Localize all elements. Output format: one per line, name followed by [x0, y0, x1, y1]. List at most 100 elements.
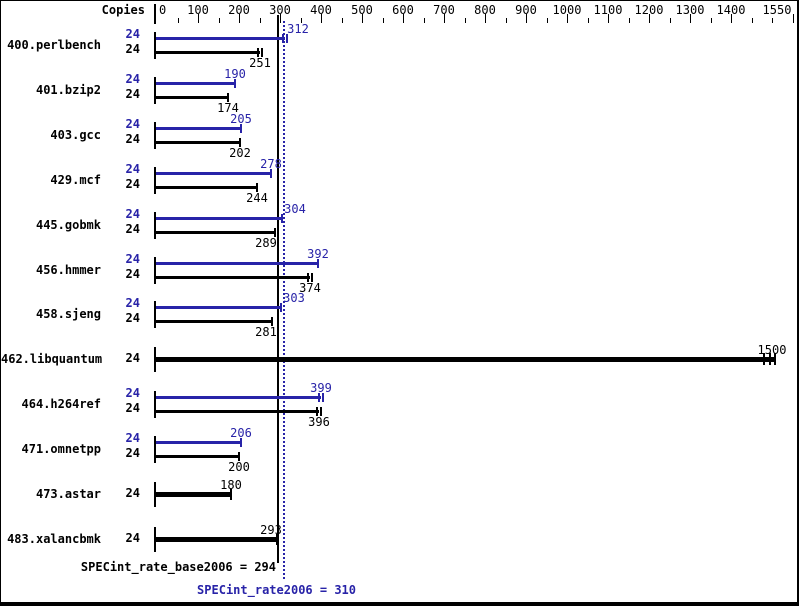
base-value-label: 174 — [217, 101, 239, 115]
base-value-label: 244 — [246, 191, 268, 205]
bar-end-tick — [227, 93, 229, 102]
bar-end-tick — [234, 79, 236, 88]
copies-value: 24 — [125, 87, 140, 101]
bar-end-tick — [320, 407, 322, 416]
base-value-label: 281 — [255, 325, 277, 339]
peak-bar — [156, 306, 281, 309]
row-bracket — [154, 257, 156, 284]
benchmark-label: 429.mcf — [50, 173, 101, 187]
axis-tick-major — [731, 14, 732, 23]
copies-value: 24 — [125, 311, 140, 325]
copies-value: 24 — [125, 446, 140, 460]
summary-peak: SPECint_rate2006 = 310 — [197, 583, 356, 597]
row-bracket — [154, 436, 156, 463]
base-bar — [156, 231, 275, 234]
axis-tick-major — [321, 14, 322, 23]
axis-tick-minor — [752, 18, 753, 23]
axis-tick-minor — [670, 18, 671, 23]
axis-tick-label: 1300 — [675, 3, 705, 17]
benchmark-label: 445.gobmk — [35, 218, 101, 232]
single-bar — [156, 492, 231, 497]
copies-value: 24 — [125, 222, 140, 236]
copies-value: 24 — [125, 531, 140, 545]
benchmark-label: 456.hmmer — [35, 263, 101, 277]
single-bar — [156, 357, 776, 362]
bar-end-tick — [270, 169, 272, 178]
copies-value: 24 — [125, 351, 140, 365]
axis-tick-label: 600 — [392, 3, 414, 17]
copies-value: 24 — [125, 27, 140, 41]
peak-value-label: 304 — [284, 202, 306, 216]
axis-tick-minor — [506, 18, 507, 23]
axis-tick-major — [793, 14, 794, 23]
copies-value: 24 — [125, 42, 140, 56]
row-bracket — [154, 122, 156, 149]
base-value-label: 202 — [229, 146, 251, 160]
bar-end-tick — [240, 438, 242, 447]
base-bar — [156, 410, 319, 413]
axis-tick-major — [444, 14, 445, 23]
benchmark-label: 464.h264ref — [21, 397, 101, 411]
bar-end-tick — [280, 303, 282, 312]
axis-tick-label: 1200 — [634, 3, 664, 17]
axis-tick-minor — [772, 18, 773, 23]
axis-tick-major — [239, 14, 240, 23]
reference-line-base — [277, 15, 279, 563]
single-value-label: 1500 — [757, 343, 787, 357]
axis-tick-major — [403, 14, 404, 23]
peak-bar — [156, 262, 318, 265]
axis-tick-minor — [629, 18, 630, 23]
peak-value-label: 303 — [283, 291, 305, 305]
peak-value-label: 205 — [230, 112, 252, 126]
copies-value: 24 — [125, 72, 140, 86]
bar-end-tick — [230, 489, 232, 500]
copies-value: 24 — [125, 117, 140, 131]
copies-value: 24 — [125, 401, 140, 415]
base-bar — [156, 455, 239, 458]
bar-end-tick — [311, 273, 313, 282]
bar-end-tick — [271, 317, 273, 326]
row-bracket — [154, 347, 156, 372]
summary-base: SPECint_rate_base2006 = 294 — [80, 560, 276, 574]
axis-tick-minor — [711, 18, 712, 23]
axis-tick-minor — [219, 18, 220, 23]
axis-tick-label: 100 — [187, 3, 209, 17]
axis-tick-minor — [301, 18, 302, 23]
axis-tick-major — [608, 14, 609, 23]
copies-value: 24 — [125, 486, 140, 500]
bar-end-tick — [261, 48, 263, 57]
bar-end-tick — [256, 183, 258, 192]
copies-value: 24 — [125, 386, 140, 400]
bar-end-tick — [238, 452, 240, 461]
axis-tick-major — [362, 14, 363, 23]
bar-end-tick — [240, 124, 242, 133]
axis-tick-minor — [547, 18, 548, 23]
row-bracket — [154, 32, 156, 59]
peak-bar — [156, 127, 241, 130]
row-bracket — [154, 391, 156, 418]
peak-bar — [156, 441, 241, 444]
base-value-label: 251 — [249, 56, 271, 70]
peak-bar — [156, 396, 321, 399]
peak-bar — [156, 172, 271, 175]
axis-tick-major — [485, 14, 486, 23]
axis-tick-minor — [424, 18, 425, 23]
copies-value: 24 — [125, 267, 140, 281]
copies-value: 24 — [125, 177, 140, 191]
copies-value: 24 — [125, 431, 140, 445]
base-bar — [156, 276, 310, 279]
bar-end-tick — [322, 393, 324, 402]
axis-tick-label: 200 — [228, 3, 250, 17]
bar-end-tick — [239, 138, 241, 147]
copies-value: 24 — [125, 207, 140, 221]
benchmark-label: 483.xalancbmk — [7, 532, 101, 546]
axis-tick-minor — [260, 18, 261, 23]
base-bar — [156, 96, 228, 99]
single-bar — [156, 537, 277, 542]
base-bar — [156, 320, 272, 323]
benchmark-label: 462.libquantum — [1, 352, 103, 366]
benchmark-label: 473.astar — [35, 487, 101, 501]
peak-value-label: 399 — [310, 381, 332, 395]
axis-tick-label: 800 — [474, 3, 496, 17]
axis-tick-label: 1100 — [593, 3, 623, 17]
